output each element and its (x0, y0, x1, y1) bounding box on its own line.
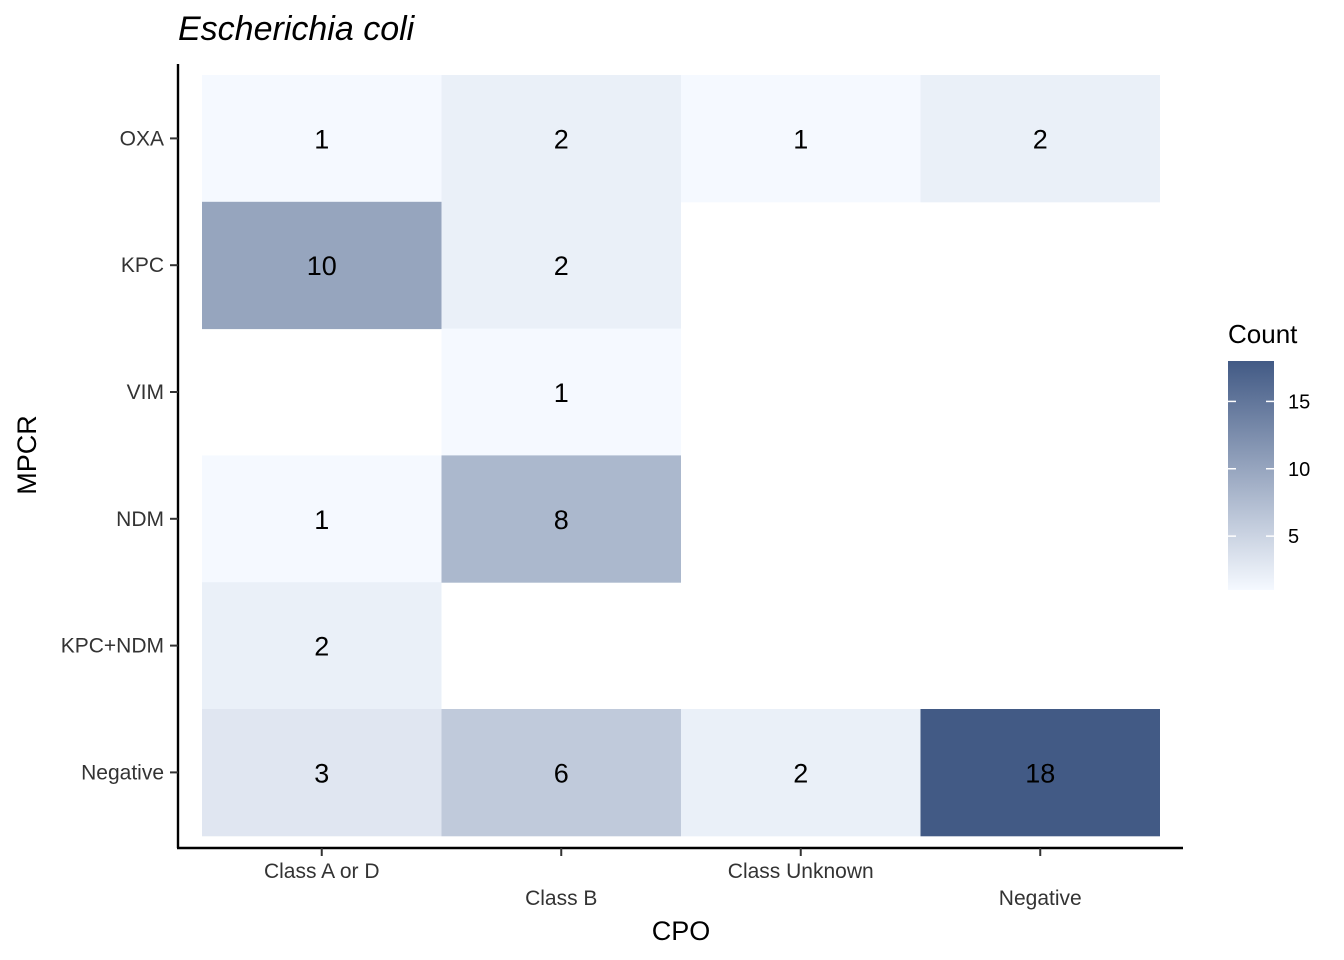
cells-layer: 1 2 1 210 211 823 6 2 18 (202, 75, 1160, 837)
x-tick-label: Negative (999, 887, 1082, 910)
y-tick-label: NDM (116, 508, 164, 531)
cell-value-label: 18 (1025, 758, 1055, 788)
cell-value-label: 2 (1033, 124, 1048, 154)
cell-value-label: 1 (554, 378, 569, 408)
cell-value-label: 8 (554, 505, 569, 535)
heatmap-cell (202, 201, 442, 330)
heatmap-cell (920, 75, 1160, 203)
legend-title: Count (1228, 319, 1298, 349)
y-tick-label: Negative (81, 761, 164, 784)
heatmap-cell (441, 75, 681, 203)
y-tick-label: KPC+NDM (61, 635, 164, 658)
y-tick-label: OXA (120, 127, 164, 150)
heatmap-cell (441, 455, 681, 583)
axes-layer: OXA KPC VIM NDM KPC+NDM Negative Class A or D C… (61, 64, 1183, 910)
cell-value-label: 1 (314, 505, 329, 535)
heatmap-cell (202, 455, 442, 583)
heatmap-cell (441, 201, 681, 330)
legend-tick-label: 10 (1288, 459, 1310, 481)
heatmap-cell (202, 709, 442, 837)
x-tick-label: Class A or D (264, 860, 380, 883)
cell-value-label: 2 (554, 124, 569, 154)
heatmap-cell (441, 709, 681, 837)
x-tick-label: Class B (525, 887, 597, 910)
heatmap-cell (920, 709, 1160, 837)
legend: Count 5 10 15 (1228, 319, 1310, 590)
legend-tick-label: 15 (1288, 391, 1310, 413)
chart-title: Escherichia coli (178, 10, 416, 48)
heatmap-cell (202, 75, 442, 203)
heatmap-cell (681, 75, 921, 203)
cell-value-label: 6 (554, 758, 569, 788)
cell-value-label: 1 (793, 124, 808, 154)
x-tick-label: Class Unknown (728, 860, 874, 883)
cell-value-label: 2 (314, 632, 329, 662)
cell-value-label: 2 (793, 758, 808, 788)
legend-tick-label: 5 (1288, 526, 1299, 548)
cell-value-label: 10 (307, 251, 337, 281)
heatmap-cell (681, 709, 921, 837)
heatmap-cell (202, 582, 442, 710)
cell-value-label: 3 (314, 758, 329, 788)
legend-colorbar (1228, 361, 1274, 590)
cell-value-label: 2 (554, 251, 569, 281)
y-axis-title: MPCR (12, 415, 42, 495)
heatmap-cell (441, 328, 681, 456)
cell-value-label: 1 (314, 124, 329, 154)
y-tick-label: KPC (121, 254, 164, 277)
x-axis-title: CPO (652, 916, 711, 946)
y-tick-label: VIM (127, 381, 164, 404)
